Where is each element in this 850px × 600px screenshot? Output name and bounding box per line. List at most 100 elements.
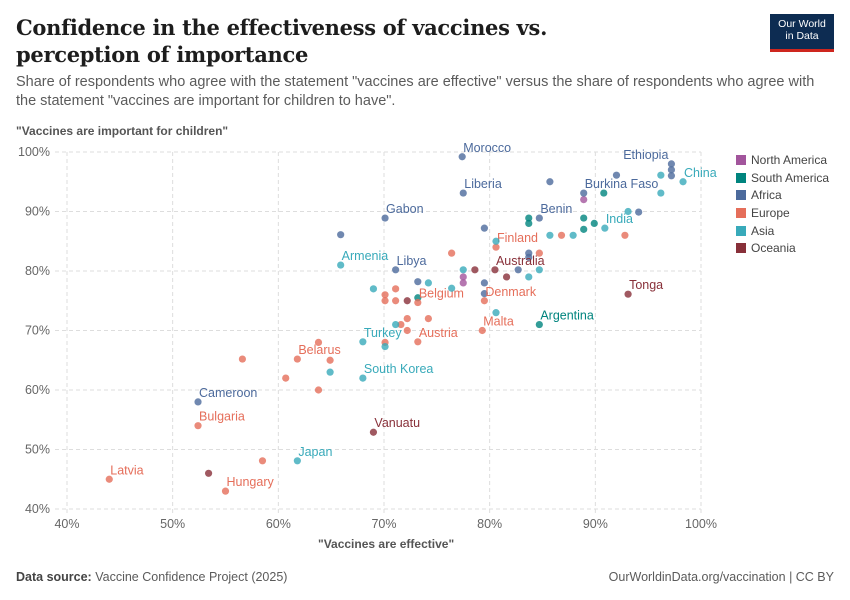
point-label: Burkina Faso xyxy=(585,177,659,191)
point-label: Libya xyxy=(397,254,427,268)
legend-item[interactable]: Oceania xyxy=(736,239,829,257)
data-point xyxy=(414,338,422,346)
data-point xyxy=(600,189,608,197)
data-point xyxy=(478,326,486,335)
y-tick-label: 60% xyxy=(25,383,50,397)
data-point xyxy=(369,285,378,293)
data-point xyxy=(326,356,334,364)
data-point xyxy=(392,266,400,274)
point-label: Gabon xyxy=(386,202,424,216)
data-point xyxy=(105,475,113,483)
point-label: China xyxy=(684,166,717,180)
data-source: Data source: Vaccine Confidence Project … xyxy=(16,570,287,584)
data-point xyxy=(403,297,411,305)
data-point xyxy=(359,338,367,346)
data-point xyxy=(204,469,213,477)
data-point xyxy=(612,171,621,179)
x-tick-label: 100% xyxy=(685,517,717,531)
legend-label: Africa xyxy=(751,188,782,203)
series-north-america xyxy=(459,196,588,287)
legend-swatch xyxy=(736,243,746,254)
data-point xyxy=(580,189,588,197)
data-point xyxy=(381,297,389,305)
data-point xyxy=(480,297,488,305)
legend-label: Oceania xyxy=(751,241,796,256)
point-label: Australia xyxy=(496,254,545,268)
data-point xyxy=(381,291,389,299)
data-point xyxy=(492,243,500,251)
data-point xyxy=(459,189,467,197)
legend: North America South America Africa Europe As… xyxy=(736,151,829,257)
y-tick-label: 80% xyxy=(25,264,50,278)
legend-label: Europe xyxy=(751,205,790,220)
footer-link[interactable]: OurWorldinData.org/vaccination | CC BY xyxy=(608,570,834,584)
data-point xyxy=(448,249,456,257)
x-tick-label: 90% xyxy=(583,517,608,531)
point-label: Hungary xyxy=(227,475,275,489)
y-axis-label: "Vaccines are important for children" xyxy=(16,124,229,138)
point-label: Ethiopia xyxy=(623,148,668,162)
data-point xyxy=(535,266,543,274)
data-point xyxy=(624,207,632,216)
data-point xyxy=(392,297,400,305)
point-label: Malta xyxy=(483,315,514,329)
data-point xyxy=(492,309,500,317)
data-point xyxy=(480,279,488,287)
legend-item[interactable]: South America xyxy=(736,169,829,187)
data-point xyxy=(546,231,554,239)
data-point xyxy=(424,279,432,287)
point-label: Vanuatu xyxy=(374,416,420,430)
data-point xyxy=(525,273,533,281)
data-point xyxy=(514,266,522,274)
source-text[interactable]: Vaccine Confidence Project (2025) xyxy=(95,570,288,584)
legend-item[interactable]: Africa xyxy=(736,186,829,204)
series-south-america: Argentina xyxy=(414,189,608,329)
data-point xyxy=(679,178,687,186)
data-point xyxy=(569,231,577,239)
legend-item[interactable]: North America xyxy=(736,151,829,169)
data-point xyxy=(397,320,405,329)
x-tick-label: 40% xyxy=(54,517,79,531)
data-point xyxy=(424,315,432,323)
point-label: Bulgaria xyxy=(199,410,245,424)
data-point xyxy=(326,368,334,376)
point-label: Denmark xyxy=(485,285,536,299)
data-point xyxy=(621,231,629,239)
data-point xyxy=(458,153,466,161)
data-point xyxy=(194,398,202,406)
series-europe: Finland Belgium Denmark Malta Austria Belarus… xyxy=(105,231,629,495)
data-point xyxy=(414,278,422,286)
point-label: South Korea xyxy=(364,362,434,376)
data-point xyxy=(293,355,301,363)
point-label: Turkey xyxy=(364,326,402,340)
owid-logo[interactable]: Our World in Data xyxy=(770,14,834,52)
data-point xyxy=(369,428,378,436)
point-label: Japan xyxy=(298,445,332,459)
data-point xyxy=(381,342,389,351)
data-point xyxy=(480,290,488,298)
data-point xyxy=(337,261,345,269)
point-label: Tonga xyxy=(629,278,663,292)
data-point xyxy=(293,457,301,465)
data-point xyxy=(238,355,247,363)
y-tick-label: 100% xyxy=(18,145,50,159)
logo-line1: Our World xyxy=(778,18,826,30)
data-point xyxy=(525,214,533,222)
data-point xyxy=(258,457,267,465)
data-point xyxy=(635,208,643,216)
data-point xyxy=(459,273,467,281)
data-point xyxy=(601,224,609,232)
data-point xyxy=(657,189,665,197)
data-point xyxy=(314,386,323,394)
data-point xyxy=(448,284,456,292)
point-label: Belarus xyxy=(298,343,340,357)
legend-item[interactable]: Europe xyxy=(736,204,829,222)
legend-item[interactable]: Asia xyxy=(736,222,829,240)
data-point xyxy=(471,266,479,274)
data-point xyxy=(492,237,500,245)
point-label: Belgium xyxy=(419,287,464,301)
data-point xyxy=(535,320,543,329)
y-tick-label: 70% xyxy=(25,324,50,338)
legend-label: Asia xyxy=(751,223,775,238)
data-point xyxy=(194,422,202,430)
